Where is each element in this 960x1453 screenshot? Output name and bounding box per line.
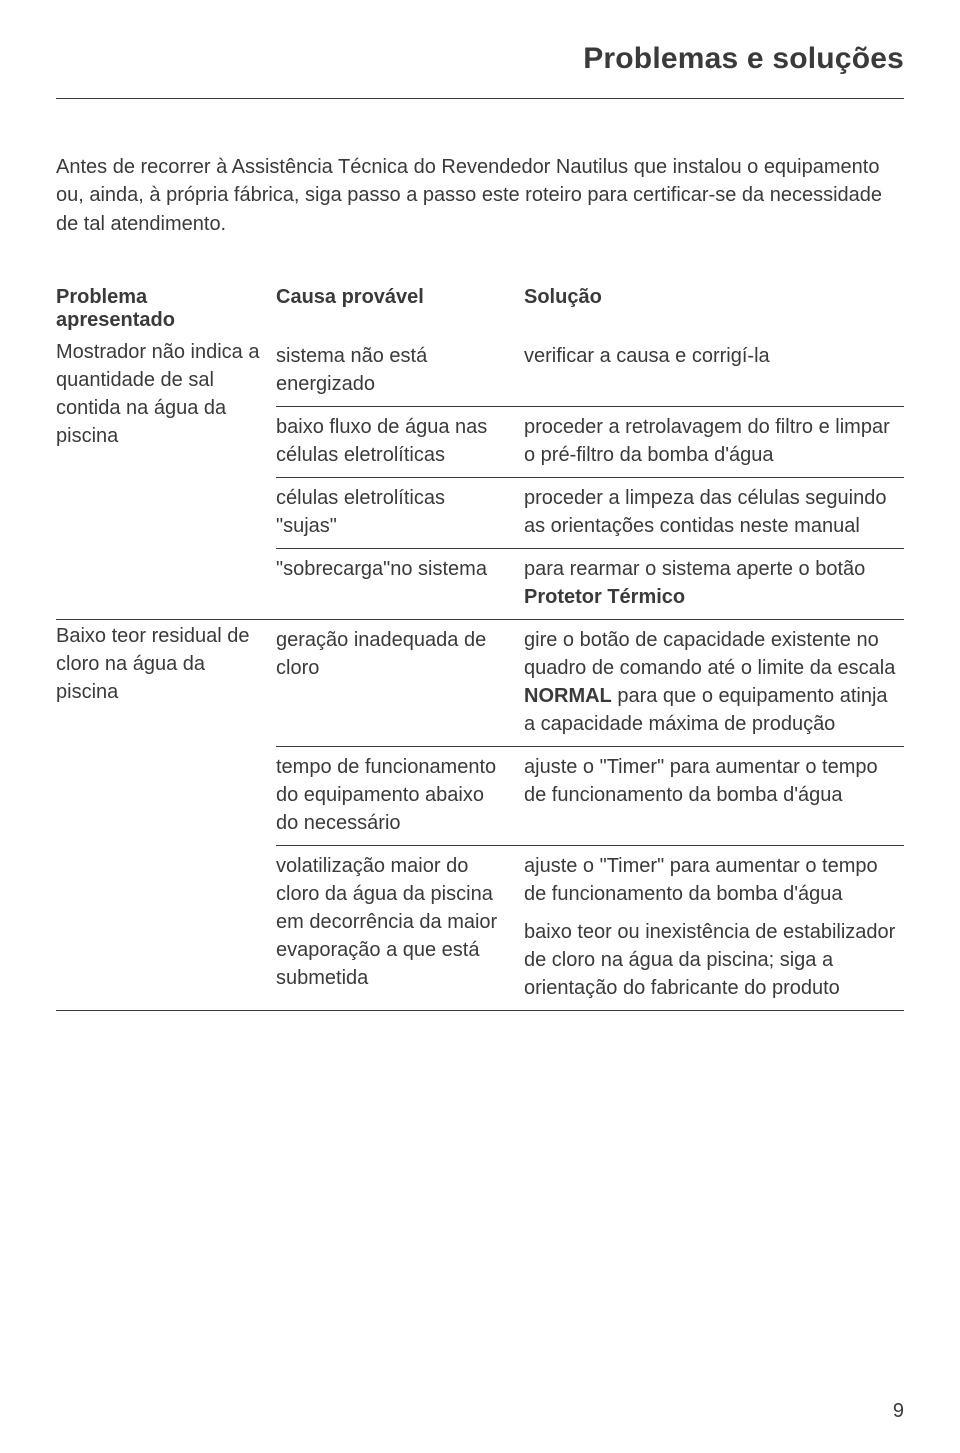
solution-cell: para rearmar o sistema aperte o botão Pr… [524,555,904,611]
cause-cell: tempo de funcionamento do equipamento ab… [276,753,524,837]
col-header-problem: Problema apresentado [56,286,276,332]
intro-paragraph: Antes de recorrer à Assistência Técnica … [56,153,904,238]
solution-text: ajuste o "Timer" para aumentar o tempo d… [524,753,904,809]
solution-text: para rearmar o sistema aperte o botão Pr… [524,555,904,611]
problem-group: Baixo teor residual de cloro na água da … [56,620,904,1011]
cause-cell: sistema não está energizado [276,342,524,398]
solution-cell: verificar a causa e corrigí-la [524,342,904,398]
rows-container: geração inadequada de clorogire o botão … [276,620,904,1010]
solution-text: verificar a causa e corrigí-la [524,342,904,370]
troubleshooting-table: Problema apresentado Causa provável Solu… [56,286,904,1011]
col-header-cause: Causa provável [276,286,524,332]
solution-cell: proceder a limpeza das células seguindo … [524,484,904,540]
problem-cell: Baixo teor residual de cloro na água da … [56,620,276,1010]
solution-text: proceder a limpeza das células seguindo … [524,484,904,540]
solution-text: proceder a retrolavagem do filtro e limp… [524,413,904,469]
table-row: sistema não está energizadoverificar a c… [276,336,904,406]
cause-cell: "sobrecarga"no sistema [276,555,524,611]
problem-cell: Mostrador não indica a quantidade de sal… [56,336,276,619]
table-row: tempo de funcionamento do equipamento ab… [276,746,904,845]
table-row: baixo fluxo de água nas células eletrolí… [276,406,904,477]
solution-text: gire o botão de capacidade existente no … [524,626,904,738]
solution-text: ajuste o "Timer" para aumentar o tempo d… [524,852,904,908]
table-row: "sobrecarga"no sistemapara rearmar o sis… [276,548,904,619]
table-row: volatilização maior do cloro da água da … [276,845,904,1010]
title-rule [56,98,904,99]
cause-cell: geração inadequada de cloro [276,626,524,738]
cause-cell: volatilização maior do cloro da água da … [276,852,524,1002]
table-row: geração inadequada de clorogire o botão … [276,620,904,746]
problem-group: Mostrador não indica a quantidade de sal… [56,336,904,620]
page-number: 9 [893,1400,904,1423]
table-row: células eletrolíticas "sujas"proceder a … [276,477,904,548]
col-header-solution: Solução [524,286,904,332]
solution-text: baixo teor ou inexistência de estabiliza… [524,918,904,1002]
solution-cell: gire o botão de capacidade existente no … [524,626,904,738]
cause-cell: células eletrolíticas "sujas" [276,484,524,540]
rows-container: sistema não está energizadoverificar a c… [276,336,904,619]
page-title: Problemas e soluções [56,42,904,76]
solution-cell: proceder a retrolavagem do filtro e limp… [524,413,904,469]
solution-cell: ajuste o "Timer" para aumentar o tempo d… [524,852,904,1002]
cause-cell: baixo fluxo de água nas células eletrolí… [276,413,524,469]
table-header-row: Problema apresentado Causa provável Solu… [56,286,904,332]
solution-cell: ajuste o "Timer" para aumentar o tempo d… [524,753,904,837]
